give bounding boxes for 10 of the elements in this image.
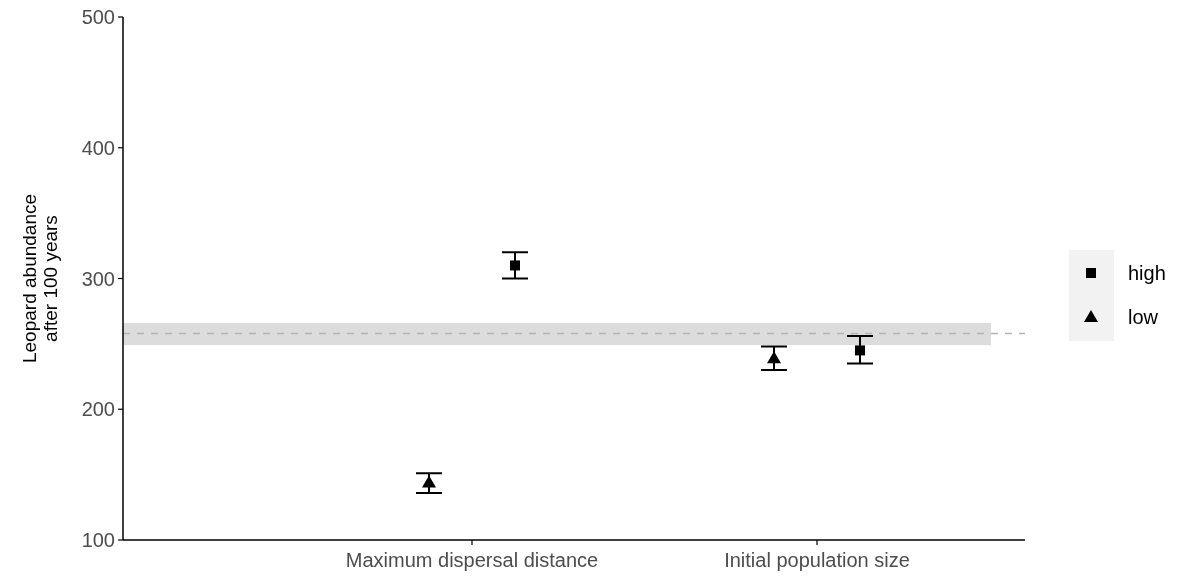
y-tick-label: 200 — [81, 398, 115, 421]
y-tick-label: 500 — [81, 6, 115, 28]
legend-label: low — [1128, 306, 1159, 328]
legend-label: high — [1128, 262, 1166, 284]
y-tick-label: 100 — [81, 529, 115, 551]
y-tick-label: 300 — [81, 267, 115, 290]
x-tick-label: Initial population size — [724, 549, 910, 571]
x-tick-label: Maximum dispersal distance — [345, 549, 599, 571]
y-axis-title: Leopard abundance after 100 years — [19, 193, 61, 364]
y-tick-label: 400 — [81, 136, 115, 159]
